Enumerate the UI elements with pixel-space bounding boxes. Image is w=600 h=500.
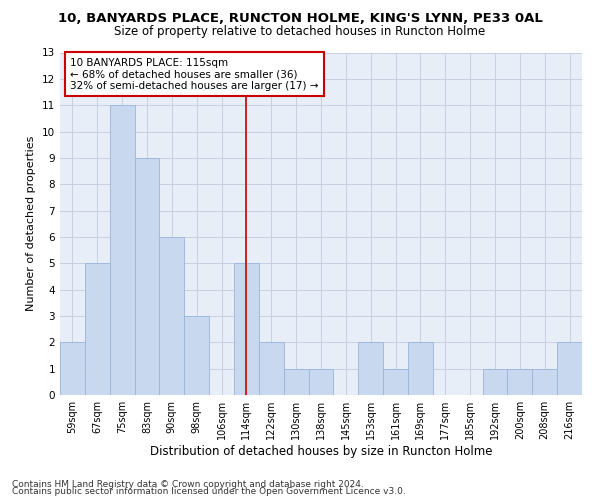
Text: Contains public sector information licensed under the Open Government Licence v3: Contains public sector information licen… (12, 488, 406, 496)
Bar (184, 316, 209, 395)
X-axis label: Distribution of detached houses by size in Runcton Holme: Distribution of detached houses by size … (150, 445, 492, 458)
Bar (134, 158, 160, 395)
Text: 10 BANYARDS PLACE: 115sqm
← 68% of detached houses are smaller (36)
32% of semi-: 10 BANYARDS PLACE: 115sqm ← 68% of detac… (70, 58, 319, 91)
Bar (110, 105, 134, 395)
Bar (358, 342, 383, 395)
Bar (532, 368, 557, 395)
Bar (557, 342, 582, 395)
Bar (482, 368, 508, 395)
Bar (308, 368, 334, 395)
Bar (259, 342, 284, 395)
Y-axis label: Number of detached properties: Number of detached properties (26, 136, 37, 312)
Bar (284, 368, 308, 395)
Text: Size of property relative to detached houses in Runcton Holme: Size of property relative to detached ho… (115, 25, 485, 38)
Bar (234, 264, 259, 395)
Bar (508, 368, 532, 395)
Text: Contains HM Land Registry data © Crown copyright and database right 2024.: Contains HM Land Registry data © Crown c… (12, 480, 364, 489)
Bar (160, 237, 184, 395)
Bar (85, 264, 110, 395)
Bar (60, 342, 85, 395)
Bar (383, 368, 408, 395)
Bar (408, 342, 433, 395)
Text: 10, BANYARDS PLACE, RUNCTON HOLME, KING'S LYNN, PE33 0AL: 10, BANYARDS PLACE, RUNCTON HOLME, KING'… (58, 12, 542, 26)
